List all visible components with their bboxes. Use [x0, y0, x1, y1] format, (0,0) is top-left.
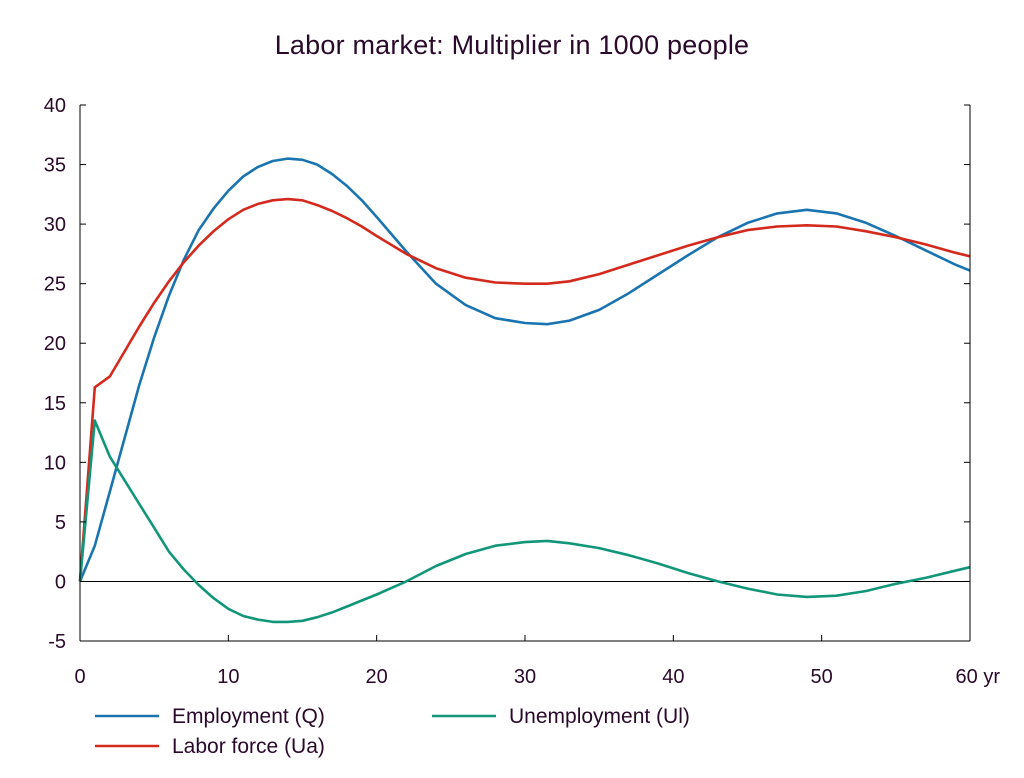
legend-label-unemployment-ul: Unemployment (Ul): [509, 705, 690, 728]
y-tick-label: 40: [44, 95, 66, 117]
chart-title: Labor market: Multiplier in 1000 people: [274, 30, 750, 60]
y-tick-label: 15: [44, 393, 66, 415]
x-tick-label: 0: [74, 666, 85, 688]
series-line-employment-q: [78, 157, 971, 582]
legend-label-employment-q: Employment (Q): [172, 705, 325, 728]
legend-label-labor-force-ua: Labor force (Ua): [172, 735, 325, 758]
y-tick-label: 25: [44, 274, 66, 296]
series-line-labor-force-ua: [78, 197, 971, 582]
y-tick-label: 10: [44, 452, 66, 474]
x-tick-label: 60 yr: [956, 666, 1001, 688]
x-tick-label: 20: [366, 666, 388, 688]
y-tick-label: 30: [44, 214, 66, 236]
series-line-unemployment-ul: [78, 419, 971, 624]
y-tick-label: 35: [44, 155, 66, 177]
x-tick-label: 50: [811, 666, 833, 688]
x-tick-label: 40: [662, 666, 684, 688]
y-tick-label: 0: [55, 571, 66, 593]
y-tick-label: -5: [48, 631, 66, 653]
x-tick-label: 10: [217, 666, 239, 688]
y-tick-label: 5: [55, 512, 66, 534]
x-tick-label: 30: [514, 666, 536, 688]
y-tick-label: 20: [44, 333, 66, 355]
